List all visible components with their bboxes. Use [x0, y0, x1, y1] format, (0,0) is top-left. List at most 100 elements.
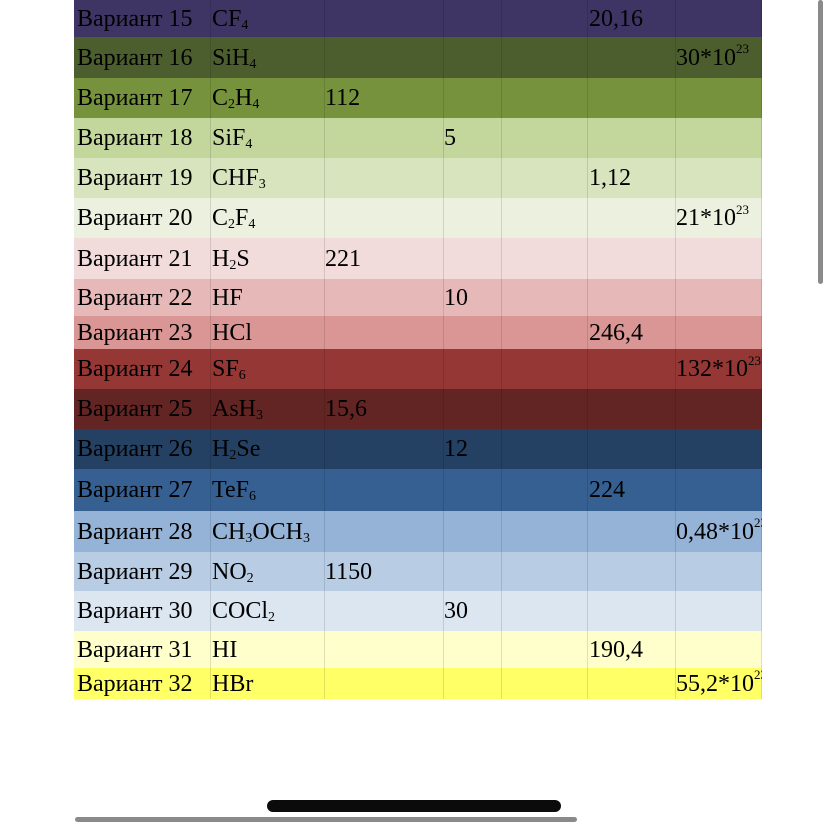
- value-cell-b: [444, 198, 502, 238]
- value-cell-c: [502, 469, 588, 511]
- home-indicator[interactable]: [267, 800, 561, 812]
- value-cell-a: 112: [325, 78, 444, 118]
- formula-text: F: [235, 205, 249, 231]
- table-row: Вариант 23 HCl 246,4: [74, 316, 762, 349]
- value-cell-e: 132*10 23: [676, 349, 762, 389]
- variant-label: Вариант 21: [77, 245, 193, 272]
- value-b: 5: [444, 125, 456, 151]
- table-row: Вариант 17 C 2 H 4 112: [74, 78, 762, 118]
- value-d: 1,12: [589, 165, 631, 191]
- value-b: 12: [444, 436, 468, 462]
- formula-cell: TeF 6: [211, 469, 325, 511]
- value-cell-a: [325, 668, 444, 699]
- variant-cell: Вариант 19: [74, 158, 211, 198]
- formula-cell: AsH 3: [211, 389, 325, 429]
- value-cell-d: 20,16: [588, 0, 676, 37]
- variant-label: Вариант 17: [77, 85, 193, 111]
- variant-cell: Вариант 24: [74, 349, 211, 389]
- formula-subscript: 6: [248, 489, 256, 504]
- value-cell-a: [325, 511, 444, 552]
- value-cell-a: [325, 279, 444, 316]
- formula-text: CF: [212, 5, 242, 32]
- variant-cell: Вариант 21: [74, 238, 211, 279]
- formula-cell: H 2 Se: [211, 429, 325, 469]
- value-e: 30*10: [676, 44, 736, 71]
- value-a: 221: [325, 245, 361, 272]
- formula-subscript: 4: [241, 17, 249, 33]
- formula-text: COCl: [212, 598, 269, 624]
- formula-cell: CHF 3: [211, 158, 325, 198]
- table-row: Вариант 18 SiF 4 5: [74, 118, 762, 158]
- formula-subscript: 4: [245, 137, 253, 152]
- value-cell-a: [325, 37, 444, 78]
- table-row: Вариант 21 H 2 S 221: [74, 238, 762, 279]
- formula-cell: CH 3 OCH 3: [211, 511, 325, 552]
- vertical-scrollbar[interactable]: [818, 0, 823, 284]
- value-cell-b: [444, 631, 502, 668]
- formula-text: HBr: [212, 670, 254, 697]
- formula-cell: SiH 4: [211, 37, 325, 78]
- value-d: 246,4: [589, 319, 643, 346]
- value-cell-c: [502, 429, 588, 469]
- value-cell-b: [444, 238, 502, 279]
- formula-text: SF: [212, 356, 239, 382]
- formula-text: HF: [212, 284, 243, 311]
- formula-cell: NO 2: [211, 552, 325, 591]
- table-row: Вариант 26 H 2 Se 12: [74, 429, 762, 469]
- value-cell-b: [444, 668, 502, 699]
- table-row: Вариант 29 NO 2 1150: [74, 552, 762, 591]
- value-e: 0,48*10: [676, 518, 754, 545]
- formula-subscript: 4: [249, 56, 257, 72]
- value-cell-d: [588, 238, 676, 279]
- value-cell-b: [444, 511, 502, 552]
- formula-subscript: 4: [252, 97, 260, 112]
- formula-subscript: 3: [303, 530, 311, 546]
- formula-text: H: [212, 436, 230, 462]
- value-cell-d: [588, 591, 676, 631]
- value-cell-e: [676, 238, 762, 279]
- formula-text: HCl: [212, 319, 253, 346]
- value-e-exponent: 23: [754, 668, 762, 682]
- table-row: Вариант 19 CHF 3 1,12: [74, 158, 762, 198]
- formula-cell: HCl: [211, 316, 325, 349]
- table-row: Вариант 16 SiH 4 30*10 23: [74, 37, 762, 78]
- value-cell-d: [588, 429, 676, 469]
- formula-subscript: 6: [238, 368, 246, 383]
- value-cell-e: [676, 158, 762, 198]
- value-cell-a: [325, 469, 444, 511]
- value-d: 190,4: [589, 636, 643, 663]
- variant-cell: Вариант 20: [74, 198, 211, 238]
- value-cell-d: [588, 511, 676, 552]
- value-cell-c: [502, 238, 588, 279]
- value-cell-e: [676, 552, 762, 591]
- value-cell-d: [588, 389, 676, 429]
- formula-text: TeF: [212, 477, 249, 503]
- formula-cell: HBr: [211, 668, 325, 699]
- formula-subscript: 2: [228, 97, 236, 112]
- variant-label: Вариант 32: [77, 670, 193, 697]
- value-e-exponent: 23: [748, 352, 761, 368]
- value-cell-c: [502, 198, 588, 238]
- variant-cell: Вариант 32: [74, 668, 211, 699]
- value-cell-d: 224: [588, 469, 676, 511]
- value-cell-e: [676, 0, 762, 37]
- value-b: 10: [444, 284, 468, 311]
- value-cell-b: 5: [444, 118, 502, 158]
- value-cell-a: 1150: [325, 552, 444, 591]
- formula-text: SiH: [212, 44, 250, 71]
- value-cell-c: [502, 668, 588, 699]
- value-cell-a: [325, 158, 444, 198]
- formula-cell: SiF 4: [211, 118, 325, 158]
- value-cell-c: [502, 279, 588, 316]
- horizontal-scrollbar[interactable]: [75, 817, 577, 822]
- value-cell-c: [502, 78, 588, 118]
- value-cell-e: [676, 389, 762, 429]
- value-cell-b: [444, 37, 502, 78]
- formula-text: CHF: [212, 165, 259, 191]
- formula-text: H: [212, 245, 230, 272]
- table-row: Вариант 20 C 2 F 4 21*10 23: [74, 198, 762, 238]
- value-cell-e: 30*10 23: [676, 37, 762, 78]
- value-cell-d: [588, 279, 676, 316]
